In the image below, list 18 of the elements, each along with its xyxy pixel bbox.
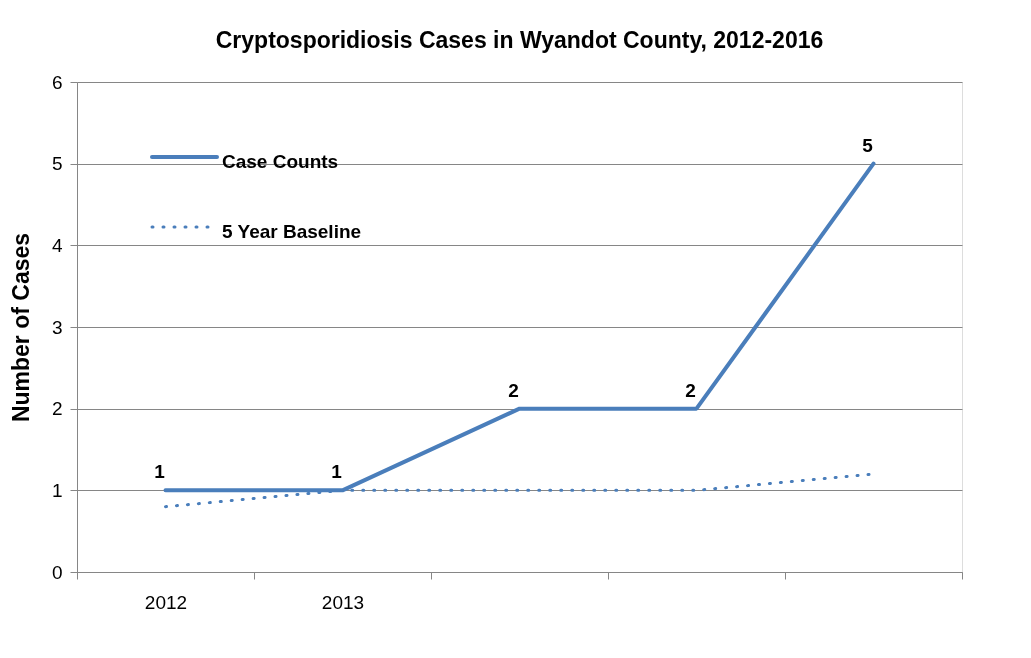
chart-title: Cryptosporidiosis Cases in Wyandot County, 2012-2016 (215, 27, 824, 53)
y-tick-label: 1 (51, 479, 63, 501)
legend-label: Case Counts (222, 151, 339, 172)
data-label: 1 (154, 461, 166, 483)
y-tick-label: 6 (51, 71, 63, 93)
x-tick-label: 2013 (321, 591, 365, 613)
y-tick-label: 4 (51, 234, 63, 256)
y-tick-label: 5 (51, 153, 63, 175)
y-tick-label: 0 (51, 561, 63, 583)
data-label: 1 (331, 461, 343, 483)
x-tick-label: 2012 (144, 591, 188, 613)
y-tick-label: 2 (51, 398, 63, 420)
y-axis-title: Number of Cases (7, 232, 34, 423)
data-label: 2 (685, 379, 696, 401)
data-label: 5 (862, 134, 874, 156)
y-tick-label: 3 (51, 316, 63, 338)
legend-label: 5 Year Baseline (222, 221, 362, 242)
data-label: 2 (508, 379, 519, 401)
